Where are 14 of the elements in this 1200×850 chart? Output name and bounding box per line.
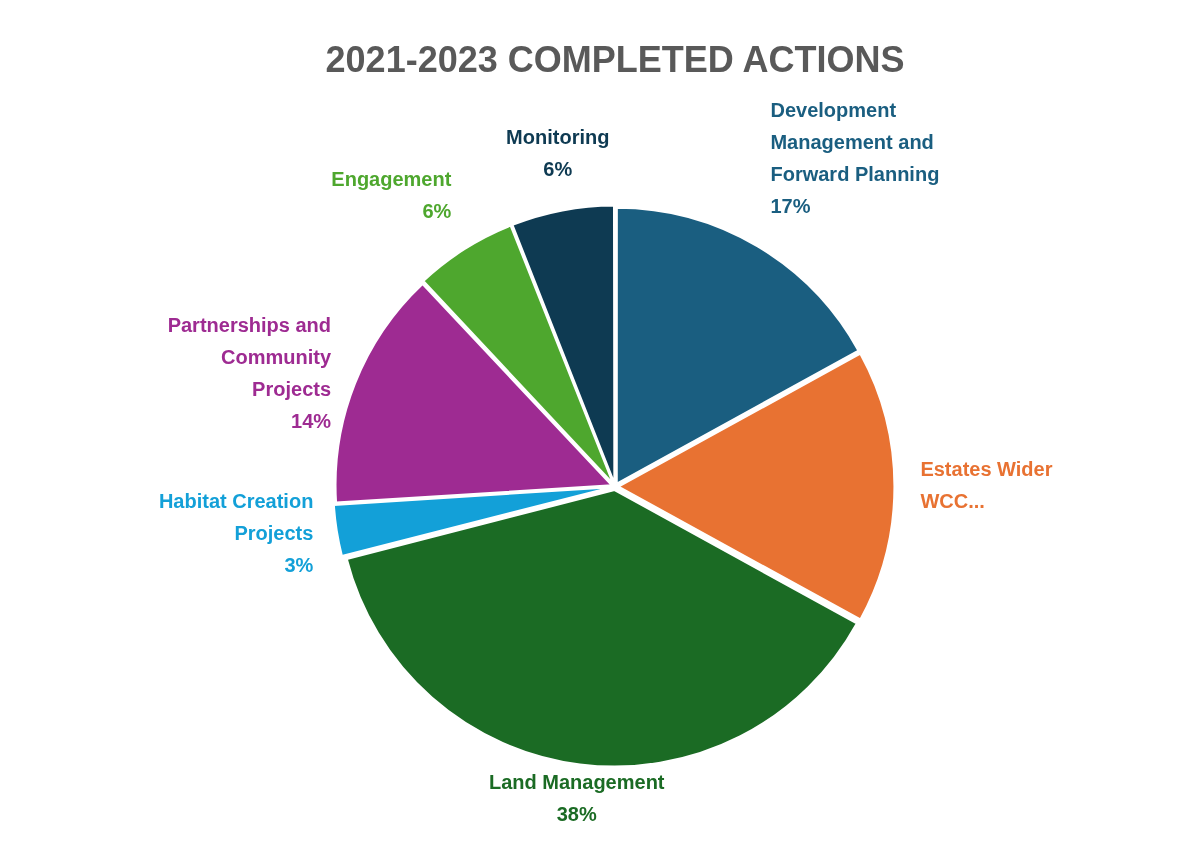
- slice-label: Land Management: [488, 771, 665, 794]
- chart-title: 2021-2023 COMPLETED ACTIONS: [325, 38, 905, 80]
- data-label: 38%: [556, 803, 597, 826]
- data-label: 3%: [284, 553, 314, 576]
- slice-label: Partnerships and Community Projects: [167, 313, 332, 400]
- data-label: 14%: [291, 409, 332, 432]
- slice-label: Engagement: [331, 168, 452, 191]
- data-label: 6%: [543, 158, 573, 181]
- slice-label: Monitoring: [506, 126, 610, 149]
- data-label: 17%: [770, 195, 811, 218]
- data-label: 6%: [422, 200, 452, 223]
- slice-label: Development Management and Forward Planning: [770, 99, 940, 186]
- slice-label: Habitat Creation Projects: [158, 489, 314, 544]
- slice-label: Estates Wider WCC...: [920, 458, 1053, 513]
